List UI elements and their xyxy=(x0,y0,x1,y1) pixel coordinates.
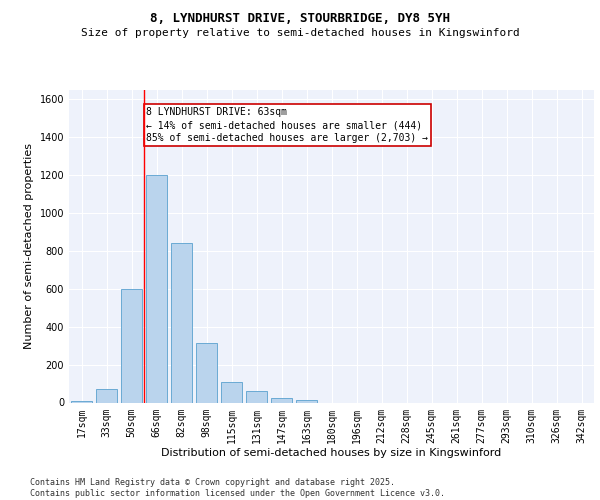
Text: 8, LYNDHURST DRIVE, STOURBRIDGE, DY8 5YH: 8, LYNDHURST DRIVE, STOURBRIDGE, DY8 5YH xyxy=(150,12,450,26)
Bar xyxy=(121,289,142,403)
Text: Size of property relative to semi-detached houses in Kingswinford: Size of property relative to semi-detach… xyxy=(80,28,520,38)
Bar xyxy=(71,400,92,402)
Bar xyxy=(246,391,267,402)
Bar xyxy=(96,389,117,402)
Bar xyxy=(171,244,192,402)
Bar xyxy=(221,382,242,402)
X-axis label: Distribution of semi-detached houses by size in Kingswinford: Distribution of semi-detached houses by … xyxy=(161,448,502,458)
Bar xyxy=(271,398,292,402)
Text: 8 LYNDHURST DRIVE: 63sqm
← 14% of semi-detached houses are smaller (444)
85% of : 8 LYNDHURST DRIVE: 63sqm ← 14% of semi-d… xyxy=(146,107,428,144)
Y-axis label: Number of semi-detached properties: Number of semi-detached properties xyxy=(24,143,34,349)
Bar xyxy=(146,175,167,402)
Bar xyxy=(196,343,217,402)
Bar xyxy=(296,400,317,402)
Text: Contains HM Land Registry data © Crown copyright and database right 2025.
Contai: Contains HM Land Registry data © Crown c… xyxy=(30,478,445,498)
